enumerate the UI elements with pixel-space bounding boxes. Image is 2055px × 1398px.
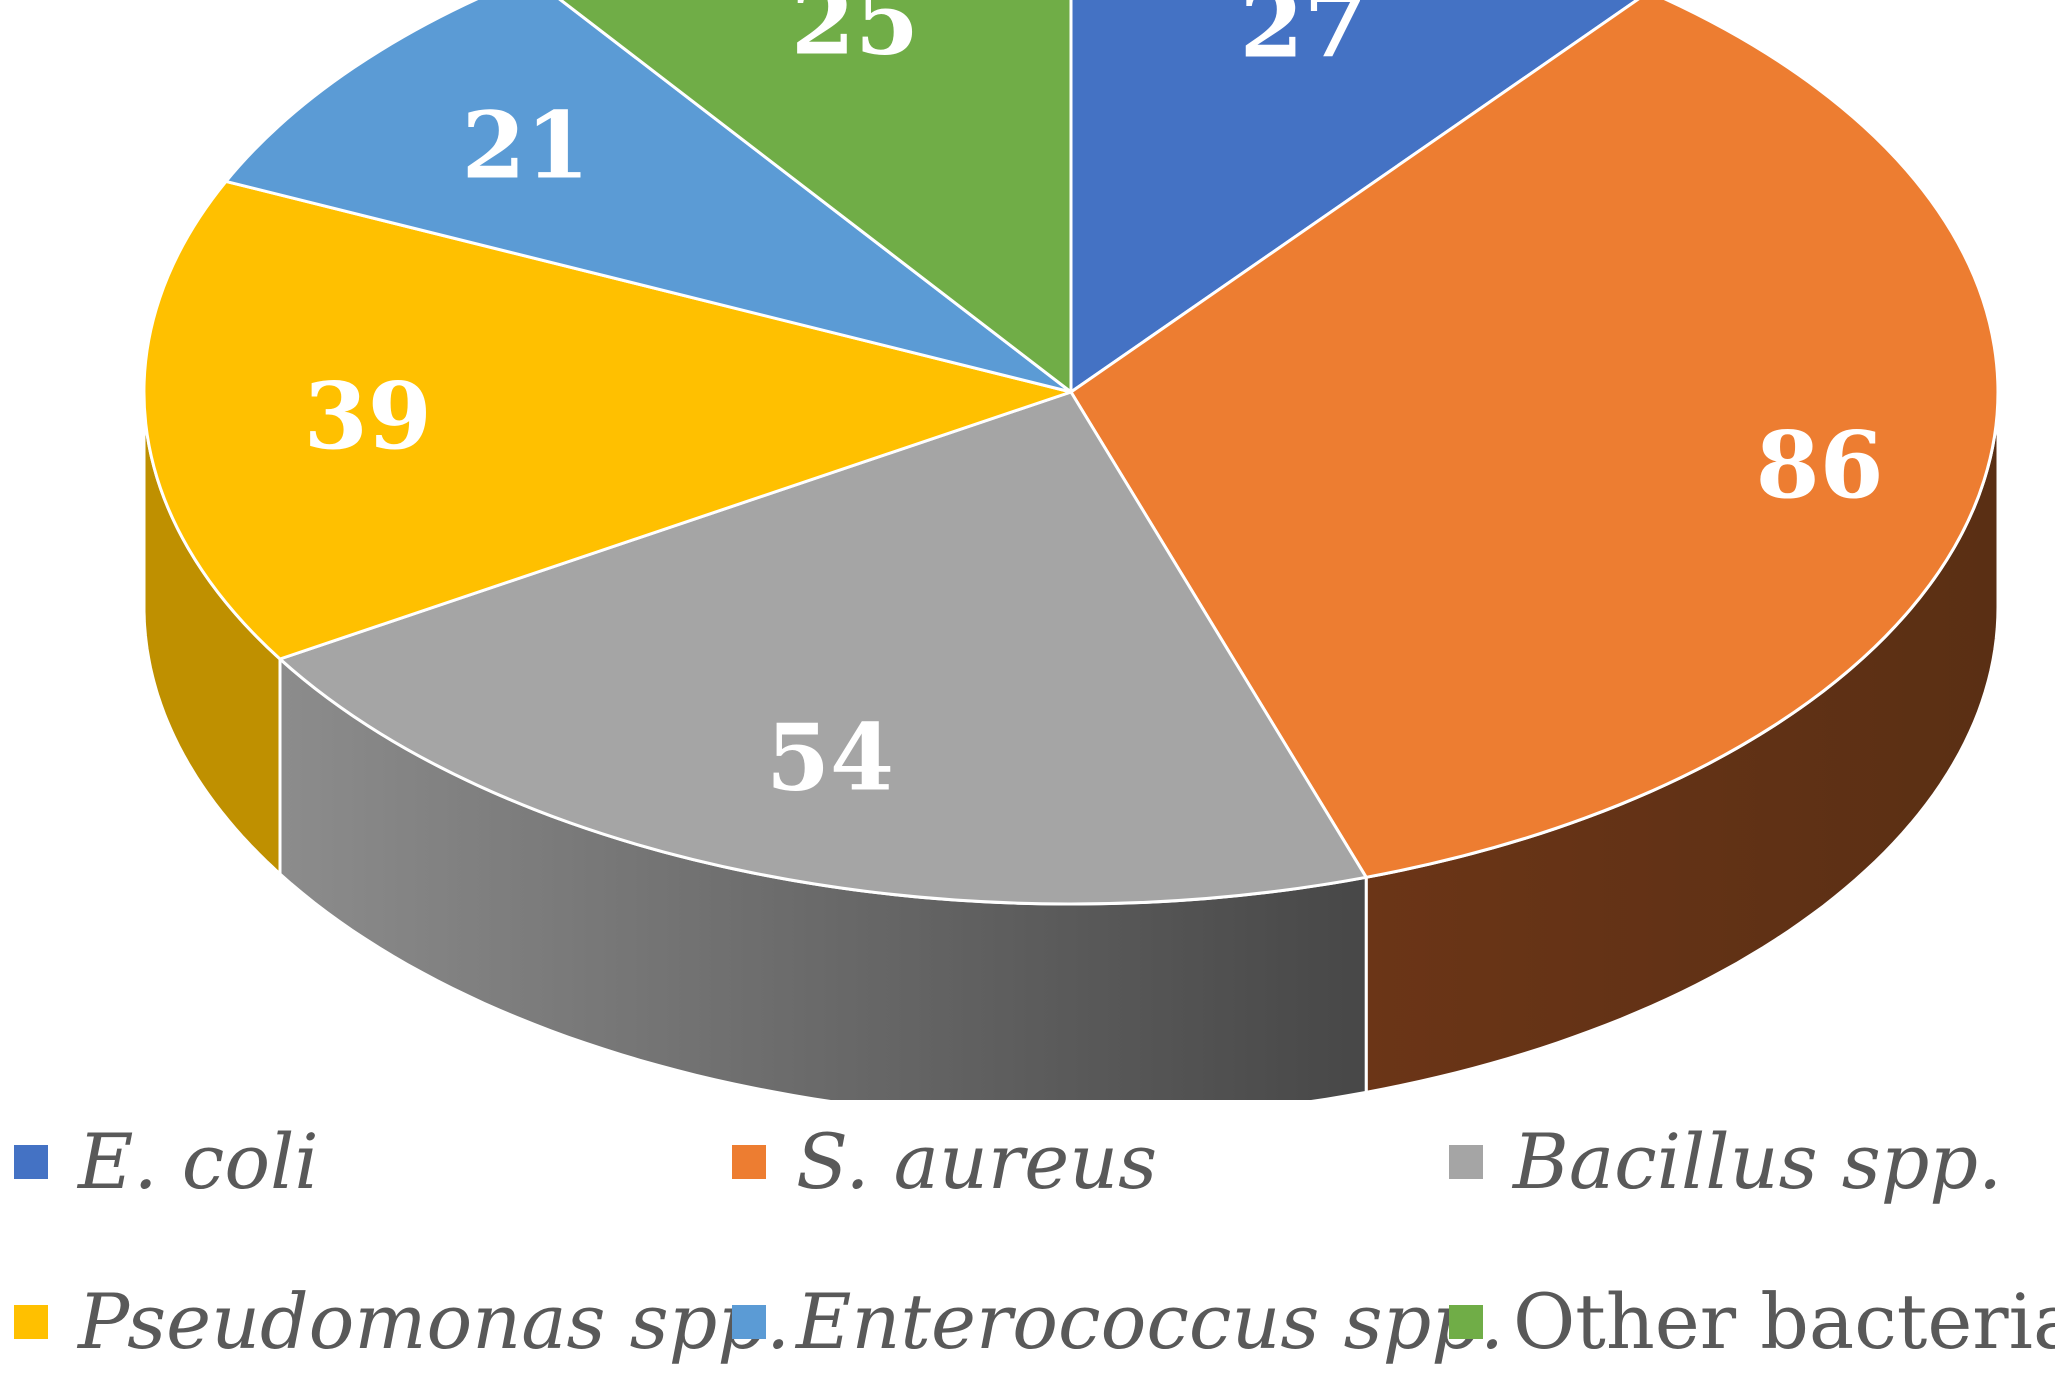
legend-label: Enterococcus spp. [796,1277,1505,1366]
slice-5 [224,0,1073,394]
slice-6 [558,0,1073,394]
legend-swatch [1449,1304,1483,1339]
slice-3 [278,390,1368,906]
data-label-6: 25 [791,0,919,76]
legend-swatch [732,1304,766,1339]
data-label-3: 54 [766,704,894,812]
legend-label: S. aureus [796,1117,1158,1206]
legend-item-5: Enterococcus spp. [732,1277,1504,1366]
legend-item-6: Other bacteria [1449,1277,2055,1366]
legend-label: Bacillus spp. [1513,1117,2003,1206]
slice-4 [142,179,1073,661]
pie-chart: 27 86 54 39 21 25 [142,0,2000,1100]
data-label-1: 27 [1240,0,1368,79]
legend-item-4: Pseudomonas spp. [14,1277,790,1366]
legend-item-2: S. aureus [732,1117,1157,1206]
legend-swatch [14,1144,48,1179]
legend-item-1: E. coli [14,1117,319,1206]
data-label-4: 39 [304,362,432,470]
legend-label: Pseudomonas spp. [78,1277,791,1366]
legend-swatch [732,1144,766,1179]
legend-item-3: Bacillus spp. [1449,1117,2002,1206]
slice-2 [1069,0,2000,879]
legend-swatch [14,1304,48,1339]
legend-swatch [1449,1144,1483,1179]
data-label-5: 21 [462,92,590,200]
legend-label: Other bacteria [1513,1277,2055,1366]
legend-label: E. coli [78,1117,319,1206]
legend: E. coli S. aureus Bacillus spp. Pseudomonas… [0,1105,2055,1395]
data-label-2: 86 [1756,411,1884,519]
